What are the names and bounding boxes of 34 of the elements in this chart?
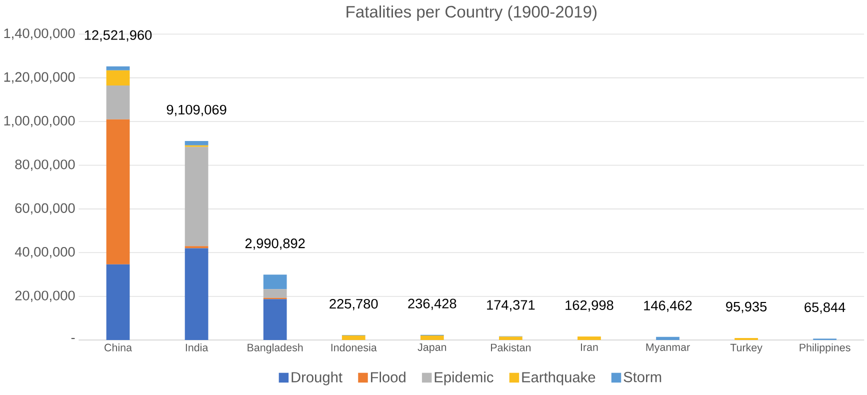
total-label: 174,371 <box>487 300 535 312</box>
total-label: 146,462 <box>644 300 692 312</box>
y-tick-label: 1,40,00,000 <box>4 28 75 40</box>
legend-label: Epidemic <box>434 372 494 386</box>
x-tick-label: Myanmar <box>646 344 690 354</box>
x-tick-label: India <box>186 344 208 352</box>
y-tick-label: - <box>71 338 75 340</box>
x-tick-label: Pakistan <box>491 344 531 352</box>
x-tick-label: Philippines <box>800 344 850 354</box>
x-tick-label: Iran <box>580 344 598 352</box>
total-label: 225,780 <box>330 299 378 310</box>
y-tick-label: 1,20,00,000 <box>4 72 75 84</box>
total-label: 236,428 <box>408 298 456 310</box>
y-tick-label: 60,00,000 <box>15 203 75 215</box>
legend-label: Earthquake <box>522 372 596 386</box>
total-label: 2,990,892 <box>245 238 305 250</box>
x-tick-label: China <box>104 344 132 352</box>
chart-title: Fatalities per Country (1900-2019) <box>346 6 596 22</box>
x-tick-label: Bangladesh <box>248 344 303 354</box>
y-tick-label: 20,00,000 <box>15 290 75 302</box>
x-tick-label: Turkey <box>730 344 762 354</box>
y-tick-label: 80,00,000 <box>15 160 75 172</box>
y-tick-label: 1,00,00,000 <box>4 116 75 128</box>
total-label: 65,844 <box>804 302 846 314</box>
total-label: 162,998 <box>566 300 614 312</box>
legend-label: Storm <box>624 372 662 382</box>
y-tick-label: 40,00,000 <box>14 247 75 258</box>
total-label: 12,521,960 <box>84 30 152 42</box>
total-label: 9,109,069 <box>166 105 226 116</box>
total-label: 95,935 <box>726 302 767 314</box>
x-tick-label: Indonesia <box>331 344 377 352</box>
legend-label: Drought <box>292 372 342 386</box>
legend-label: Flood <box>370 372 406 383</box>
x-tick-label: Japan <box>418 344 446 354</box>
